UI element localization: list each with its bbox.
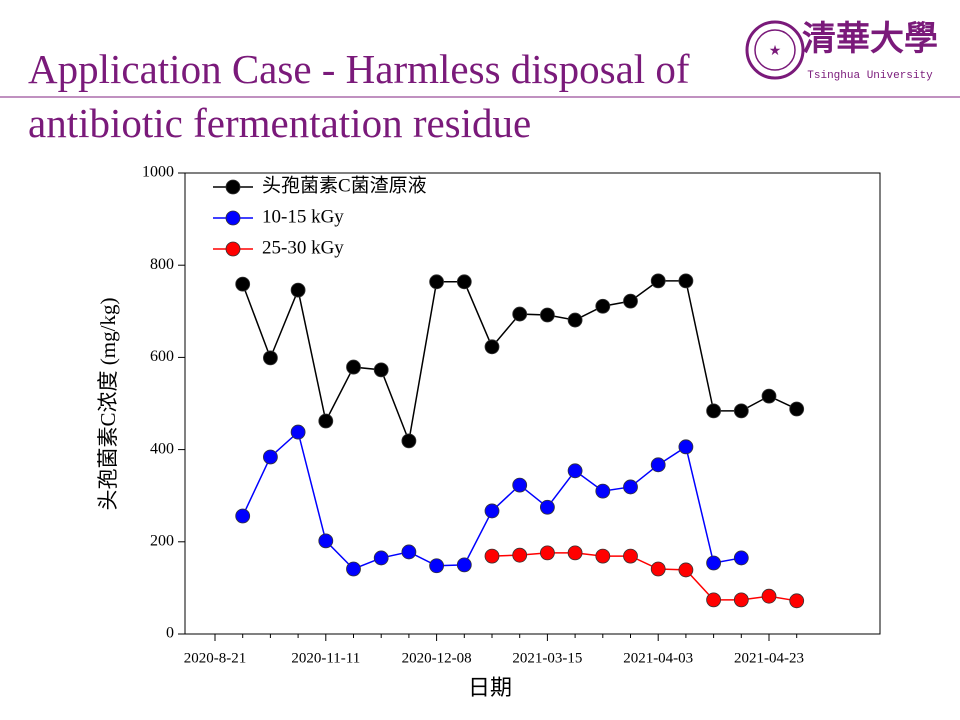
y-tick-label: 1000: [142, 164, 174, 181]
legend-marker: [225, 210, 241, 226]
data-point: [733, 550, 749, 566]
data-point: [540, 499, 555, 515]
data-point: [373, 362, 389, 378]
data-point: [318, 413, 334, 429]
data-point: [346, 561, 361, 577]
slide-title: Application Case - Harmless disposal of …: [28, 46, 690, 146]
data-point: [540, 545, 555, 561]
data-point: [567, 545, 583, 561]
plot-frame: [184, 172, 881, 635]
data-point: [678, 439, 694, 455]
data-point: [650, 457, 666, 473]
data-point: [761, 388, 777, 404]
data-point: [512, 547, 528, 563]
y-axis-label: 头孢菌素C浓度 (mg/kg): [96, 298, 120, 511]
data-point: [456, 274, 472, 290]
data-point: [567, 312, 583, 328]
x-tick-label: 2021-04-03: [623, 650, 693, 666]
y-tick-label: 800: [150, 256, 174, 273]
x-tick-label: 2021-03-15: [512, 650, 582, 666]
data-point: [595, 298, 611, 314]
x-tick-label: 2020-12-08: [402, 650, 472, 666]
data-point: [623, 293, 638, 309]
data-point: [761, 588, 777, 604]
data-point: [789, 593, 805, 609]
data-point: [290, 282, 306, 298]
data-point: [456, 557, 472, 573]
data-point: [373, 550, 389, 566]
svg-text:★: ★: [769, 44, 782, 59]
data-point: [429, 558, 445, 574]
legend-label: 10-15 kGy: [262, 206, 344, 227]
series-line: [242, 430, 742, 570]
legend-marker: [225, 241, 241, 257]
data-point: [567, 463, 583, 479]
data-point: [650, 273, 666, 289]
data-point: [318, 533, 334, 549]
data-point: [706, 555, 721, 571]
y-tick-label: 200: [150, 532, 174, 549]
data-point: [789, 401, 805, 417]
y-tick-label: 400: [150, 440, 174, 457]
data-point: [595, 483, 611, 499]
data-point: [623, 548, 638, 564]
data-point: [733, 592, 749, 608]
legend-label: 头孢菌素C菌渣原液: [262, 174, 427, 196]
data-point: [262, 449, 278, 465]
data-point: [290, 424, 306, 440]
data-point: [733, 403, 749, 419]
data-point: [346, 359, 361, 375]
data-point: [678, 562, 694, 578]
data-point: [623, 479, 638, 495]
data-point: [595, 548, 611, 564]
data-point: [484, 503, 500, 519]
data-point: [650, 561, 666, 577]
logo: ★ 清華大學 Tsinghua University: [745, 20, 938, 82]
data-point: [706, 592, 721, 608]
legend-label: 25-30 kGy: [262, 237, 344, 258]
x-tick-label: 2021-04-23: [734, 650, 804, 666]
logo-text: 清華大學: [802, 20, 938, 58]
x-tick-label: 2020-11-11: [291, 650, 360, 666]
data-point: [235, 508, 251, 524]
y-tick-label: 0: [166, 625, 174, 642]
series-line: [491, 552, 797, 602]
data-point: [401, 433, 417, 449]
logo-subtitle: Tsinghua University: [807, 70, 933, 82]
data-point: [706, 403, 721, 419]
data-point: [429, 274, 445, 290]
data-point: [401, 544, 417, 560]
data-point: [678, 273, 694, 289]
data-point: [512, 306, 528, 322]
data-point: [235, 276, 251, 292]
legend-marker: [225, 179, 241, 195]
data-point: [484, 548, 500, 564]
data-point: [512, 477, 528, 493]
data-point: [540, 307, 555, 323]
data-point: [262, 350, 278, 366]
y-tick-label: 600: [150, 348, 174, 365]
x-axis-label: 日期: [468, 675, 512, 700]
data-point: [484, 339, 500, 355]
x-tick-label: 2020-8-21: [184, 650, 247, 666]
